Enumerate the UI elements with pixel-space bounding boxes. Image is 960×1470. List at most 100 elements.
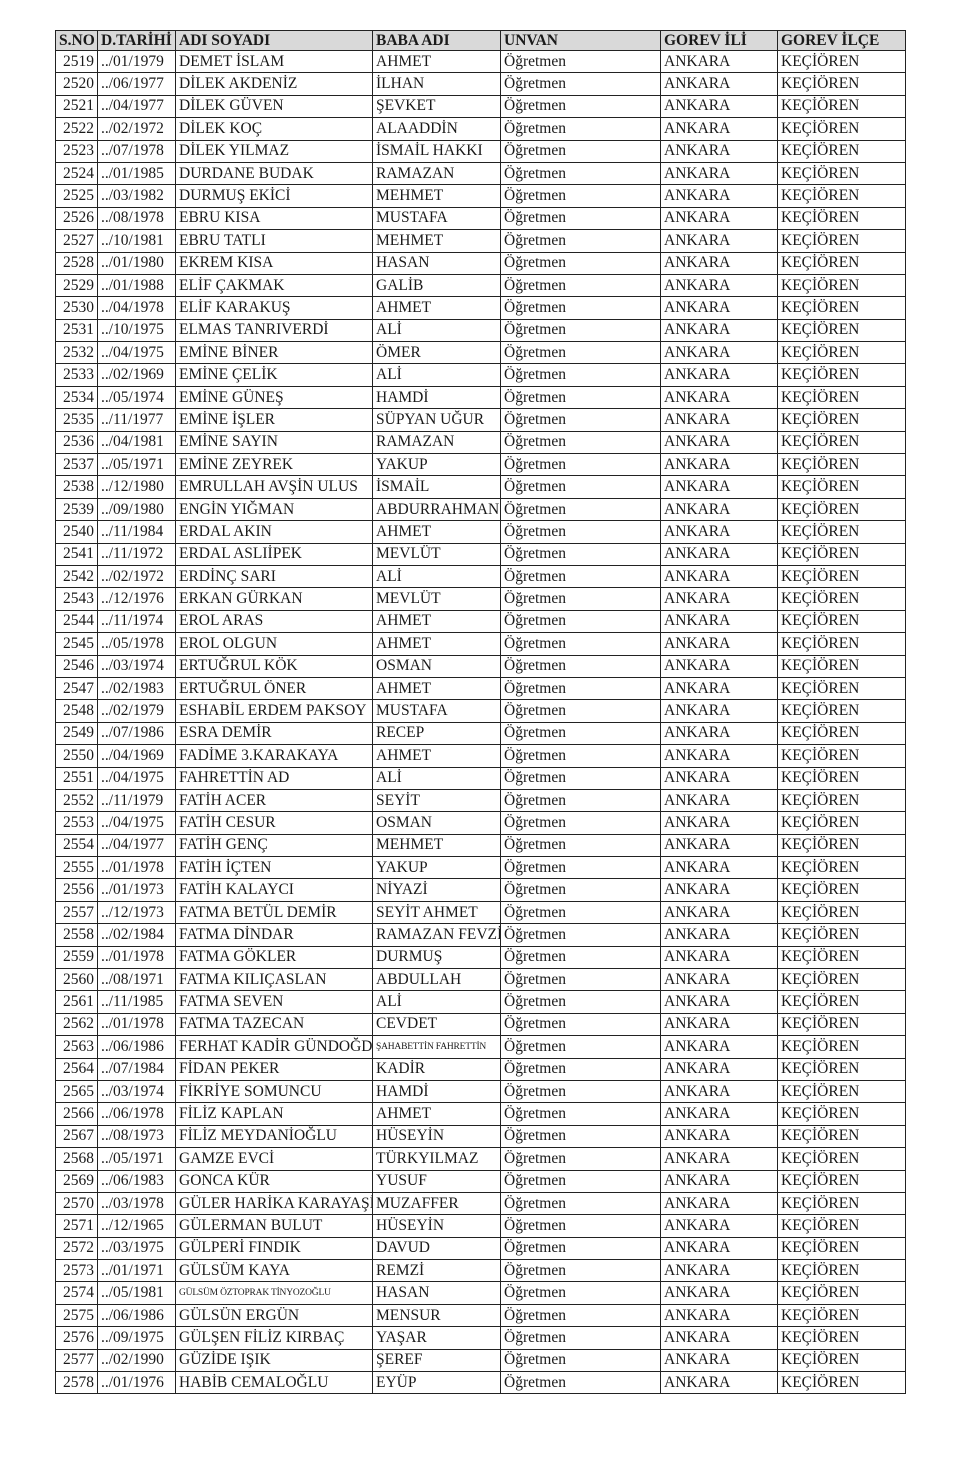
cell-full-name: ESHABİL ERDEM PAKSOY (175, 699, 373, 723)
cell-sno: 2533 (55, 363, 98, 387)
cell-duty-district: KEÇİÖREN (777, 654, 906, 678)
cell-full-name: ERDAL ASLIİPEK (175, 542, 373, 566)
cell-father-name: ÖMER (372, 341, 501, 365)
cell-sno: 2560 (55, 968, 98, 992)
cell-duty-district: KEÇİÖREN (777, 206, 906, 231)
cell-duty-district: KEÇİÖREN (777, 990, 906, 1014)
cell-title: Öğretmen (500, 72, 661, 96)
cell-father-name: GALİB (372, 273, 501, 298)
cell-duty-district: KEÇİÖREN (777, 1057, 906, 1081)
cell-title: Öğretmen (500, 721, 661, 746)
cell-title: Öğretmen (500, 206, 661, 231)
table-row: 2537 ../05/1971 EMİNE ZEYREK YAKUP Öğretmen A… (55, 453, 906, 477)
cell-birth-date: ../08/1973 (97, 1124, 176, 1149)
cell-father-name: RECEP (372, 721, 501, 746)
cell-full-name: EMRULLAH AVŞİN ULUS (175, 475, 373, 499)
cell-title: Öğretmen (500, 430, 661, 455)
cell-father-name: SEYİT AHMET (372, 900, 501, 925)
cell-title: Öğretmen (500, 990, 661, 1014)
cell-birth-date: ../01/1980 (97, 251, 176, 275)
cell-birth-date: ../11/1979 (97, 788, 176, 813)
cell-birth-date: ../12/1980 (97, 475, 176, 499)
cell-sno: 2553 (55, 811, 98, 835)
table-row: 2538 ../12/1980 EMRULLAH AVŞİN ULUS İSMAİL Ö… (55, 475, 906, 499)
table-row: 2524 ../01/1985 DURDANE BUDAK RAMAZAN Öğretm… (55, 161, 906, 186)
cell-father-name: OSMAN (372, 811, 501, 835)
cell-sno: 2573 (55, 1259, 98, 1283)
cell-title: Öğretmen (500, 1214, 661, 1238)
cell-father-name: ALİ (372, 564, 501, 589)
table-row: 2534 ../05/1974 EMİNE GÜNEŞ HAMDİ Öğretmen AN… (55, 385, 906, 410)
table-row: 2547 ../02/1983 ERTUĞRUL ÖNER AHMET Öğretmen… (55, 676, 906, 701)
table-row: 2546 ../03/1974 ERTUĞRUL KÖK OSMAN Öğretmen A… (55, 654, 906, 678)
cell-duty-district: KEÇİÖREN (777, 296, 906, 320)
cell-full-name: FADİME 3.KARAKAYA (175, 744, 373, 768)
cell-duty-province: ANKARA (660, 990, 778, 1014)
cell-birth-date: ../05/1971 (97, 1147, 176, 1171)
cell-birth-date: ../04/1977 (97, 94, 176, 119)
cell-full-name: FATİH ACER (175, 788, 373, 813)
cell-duty-district: KEÇİÖREN (777, 341, 906, 365)
table-row: 2566 ../06/1978 FİLİZ KAPLAN AHMET Öğretmen A… (55, 1102, 906, 1126)
cell-duty-district: KEÇİÖREN (777, 833, 906, 858)
cell-duty-district: KEÇİÖREN (777, 878, 906, 902)
cell-duty-province: ANKARA (660, 699, 778, 723)
cell-duty-province: ANKARA (660, 744, 778, 768)
cell-father-name: HAMDİ (372, 1079, 501, 1104)
cell-full-name: GÜZİDE IŞIK (175, 1348, 373, 1373)
cell-duty-province: ANKARA (660, 1124, 778, 1149)
cell-father-name: ALİ (372, 363, 501, 387)
cell-birth-date: ../04/1975 (97, 811, 176, 835)
cell-full-name: FERHAT KADİR GÜNDOĞDU (175, 1035, 373, 1059)
cell-birth-date: ../11/1972 (97, 542, 176, 566)
cell-duty-district: KEÇİÖREN (777, 1371, 906, 1395)
cell-title: Öğretmen (500, 1326, 661, 1350)
cell-full-name: ELİF KARAKUŞ (175, 296, 373, 320)
cell-sno: 2520 (55, 72, 98, 96)
cell-duty-district: KEÇİÖREN (777, 1079, 906, 1104)
cell-birth-date: ../06/1977 (97, 72, 176, 96)
cell-birth-date: ../01/1985 (97, 161, 176, 186)
cell-sno: 2554 (55, 833, 98, 858)
cell-sno: 2550 (55, 744, 98, 768)
cell-sno: 2565 (55, 1079, 98, 1104)
cell-birth-date: ../01/1978 (97, 856, 176, 880)
cell-father-name: TÜRKYILMAZ (372, 1147, 501, 1171)
cell-duty-district: KEÇİÖREN (777, 766, 906, 790)
cell-sno: 2521 (55, 94, 98, 119)
cell-title: Öğretmen (500, 923, 661, 947)
cell-duty-province: ANKARA (660, 1236, 778, 1261)
cell-sno: 2519 (55, 49, 98, 74)
cell-title: Öğretmen (500, 833, 661, 858)
cell-birth-date: ../01/1971 (97, 1259, 176, 1283)
cell-title: Öğretmen (500, 856, 661, 880)
cell-father-name: ŞEREF (372, 1348, 501, 1373)
cell-duty-province: ANKARA (660, 1259, 778, 1283)
cell-sno: 2531 (55, 318, 98, 343)
cell-duty-district: KEÇİÖREN (777, 318, 906, 343)
cell-duty-district: KEÇİÖREN (777, 900, 906, 925)
cell-birth-date: ../12/1976 (97, 587, 176, 611)
column-header-sno: S.NO (55, 30, 98, 51)
cell-full-name: ESRA DEMİR (175, 721, 373, 746)
cell-duty-district: KEÇİÖREN (777, 1214, 906, 1238)
column-header-full-name: ADI SOYADI (175, 30, 373, 51)
cell-sno: 2562 (55, 1012, 98, 1037)
cell-duty-district: KEÇİÖREN (777, 721, 906, 746)
cell-duty-province: ANKARA (660, 161, 778, 186)
cell-duty-province: ANKARA (660, 251, 778, 275)
cell-duty-district: KEÇİÖREN (777, 117, 906, 141)
cell-title: Öğretmen (500, 1102, 661, 1126)
cell-sno: 2538 (55, 475, 98, 499)
cell-title: Öğretmen (500, 251, 661, 275)
cell-title: Öğretmen (500, 49, 661, 74)
table-row: 2556 ../01/1973 FATİH KALAYCI NİYAZİ Öğretme… (55, 878, 906, 902)
cell-full-name: EROL OLGUN (175, 632, 373, 656)
cell-duty-province: ANKARA (660, 676, 778, 701)
table-row: 2551 ../04/1975 FAHRETTİN AD ALİ Öğretmen ANK… (55, 766, 906, 790)
cell-sno: 2576 (55, 1326, 98, 1350)
cell-sno: 2543 (55, 587, 98, 611)
cell-title: Öğretmen (500, 1079, 661, 1104)
cell-duty-district: KEÇİÖREN (777, 229, 906, 253)
cell-full-name: DİLEK YILMAZ (175, 139, 373, 163)
